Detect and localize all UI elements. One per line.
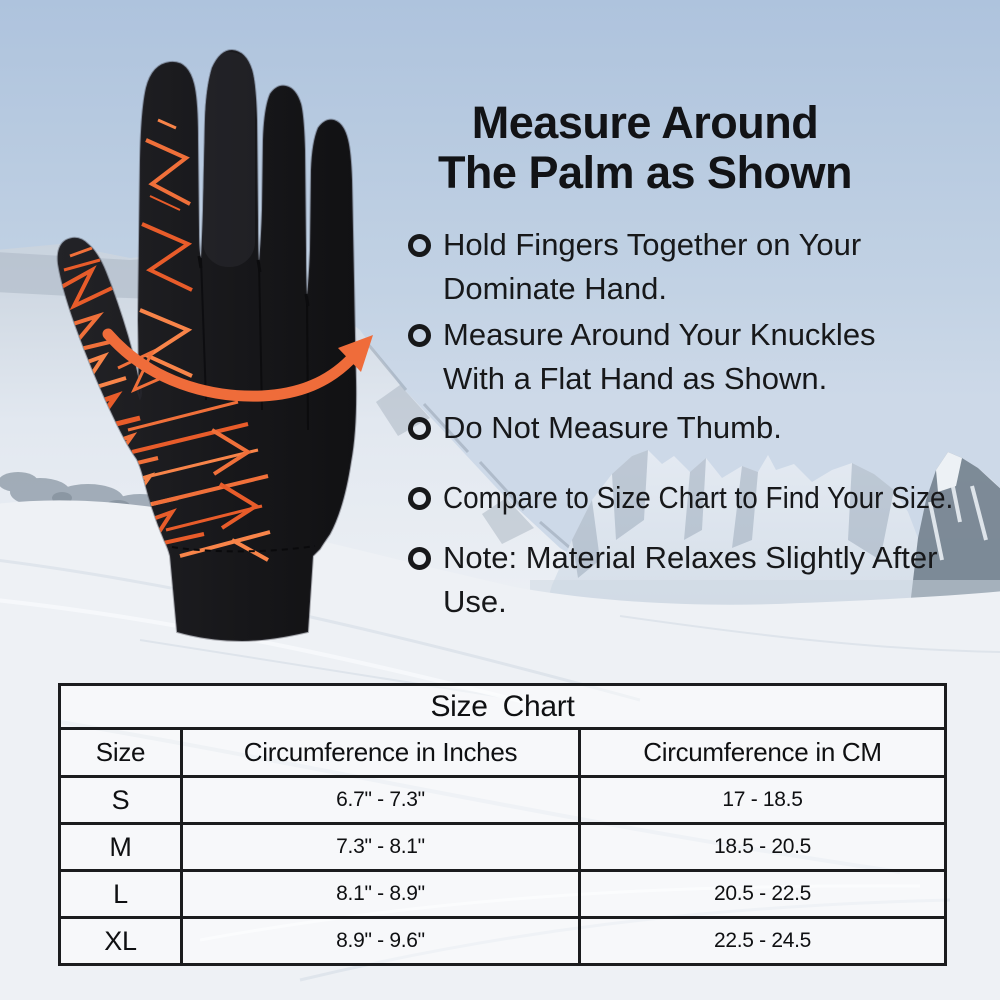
column-header-size: Size bbox=[58, 727, 183, 778]
table-row: S 6.7" - 7.3" 17 - 18.5 bbox=[58, 775, 948, 825]
table-row: M 7.3" - 8.1" 18.5 - 20.5 bbox=[58, 822, 948, 872]
curved-measure-arrow-icon bbox=[102, 328, 373, 402]
cm-value: 17 - 18.5 bbox=[577, 775, 948, 825]
wrist-stitch bbox=[171, 545, 316, 553]
instruction-text: Note: Material Relaxes Slightly After bbox=[443, 540, 938, 575]
instruction-item: Do Not Measure Thumb. bbox=[408, 406, 782, 450]
inches-value: 6.7" - 7.3" bbox=[180, 775, 581, 825]
inches-value: 8.9" - 9.6" bbox=[180, 916, 581, 966]
table-row: L 8.1" - 8.9" 20.5 - 22.5 bbox=[58, 869, 948, 919]
instruction-text: Hold Fingers Together on Your bbox=[443, 227, 862, 262]
size-value: L bbox=[58, 869, 183, 919]
instruction-text: Compare to Size Chart to Find Your Size. bbox=[443, 480, 954, 515]
inches-value: 7.3" - 8.1" bbox=[180, 822, 581, 872]
instruction-item: Hold Fingers Together on Your Dominate H… bbox=[408, 223, 861, 311]
size-value: S bbox=[58, 775, 183, 825]
instruction-text: Do Not Measure Thumb. bbox=[443, 410, 782, 445]
page-title: Measure Around The Palm as Shown bbox=[390, 98, 900, 198]
instruction-item: Measure Around Your Knuckles With a Flat… bbox=[408, 313, 876, 401]
cm-value: 22.5 - 24.5 bbox=[577, 916, 948, 966]
instruction-text: Dominate Hand. bbox=[443, 271, 668, 306]
inches-value: 8.1" - 8.9" bbox=[180, 869, 581, 919]
cm-value: 18.5 - 20.5 bbox=[577, 822, 948, 872]
ring-bullet-icon bbox=[408, 487, 431, 510]
size-chart-header-row: Size Circumference in Inches Circumferen… bbox=[58, 727, 948, 778]
size-chart-title: Size Chart bbox=[57, 683, 948, 730]
ring-bullet-icon bbox=[408, 234, 431, 257]
instruction-item: Compare to Size Chart to Find Your Size. bbox=[408, 476, 1000, 520]
column-header-inches: Circumference in Inches bbox=[180, 727, 581, 778]
size-value: M bbox=[58, 822, 183, 872]
page-title-line1: Measure Around bbox=[471, 97, 819, 148]
column-header-cm: Circumference in CM bbox=[577, 727, 948, 778]
instruction-item: Note: Material Relaxes Slightly After Us… bbox=[408, 536, 938, 624]
ring-bullet-icon bbox=[408, 324, 431, 347]
size-value: XL bbox=[58, 916, 183, 966]
ring-bullet-icon bbox=[408, 417, 431, 440]
table-row: XL 8.9" - 9.6" 22.5 - 24.5 bbox=[58, 916, 948, 966]
instruction-text: Use. bbox=[443, 584, 507, 619]
page-title-line2: The Palm as Shown bbox=[437, 147, 853, 198]
glove-illustration bbox=[56, 49, 358, 642]
size-chart-table: Size Chart Size Circumference in Inches … bbox=[57, 683, 948, 966]
cm-value: 20.5 - 22.5 bbox=[577, 869, 948, 919]
ring-bullet-icon bbox=[408, 547, 431, 570]
instruction-text: Measure Around Your Knuckles bbox=[443, 317, 876, 352]
instruction-text: With a Flat Hand as Shown. bbox=[443, 361, 828, 396]
